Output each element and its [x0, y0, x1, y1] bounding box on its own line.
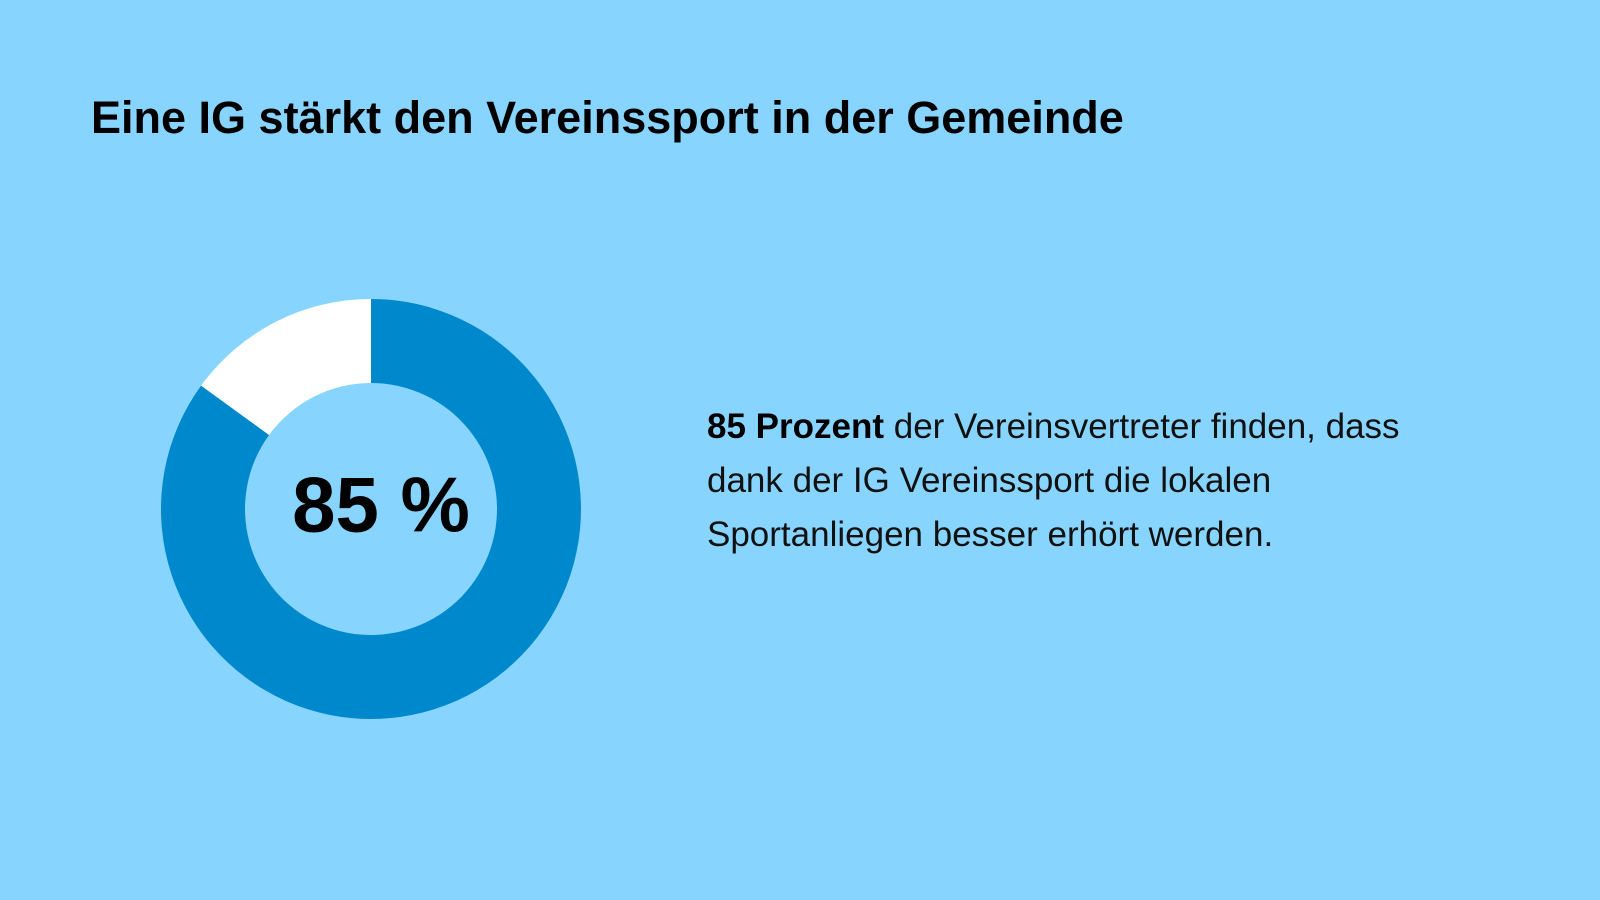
chart: 85 %: [161, 299, 582, 719]
pie-segment: [161, 299, 582, 719]
description-bold: 85 Prozent: [707, 407, 884, 446]
description: 85 Prozent der Vereinsvertreter finden, …: [707, 400, 1407, 562]
description-body: der Vereinsvertreter finden, dass dank d…: [707, 407, 1400, 554]
value-label: 85 %: [292, 461, 470, 549]
pie-segment: [201, 299, 371, 435]
chart-title: Eine IG stärkt den Vereinssport in der G…: [91, 92, 1124, 143]
